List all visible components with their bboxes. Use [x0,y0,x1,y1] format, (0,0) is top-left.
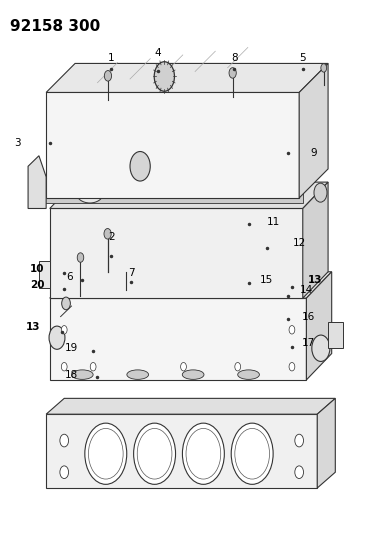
Text: 19: 19 [65,343,78,353]
Ellipse shape [182,370,204,379]
Polygon shape [50,298,306,380]
Circle shape [231,423,273,484]
Text: 13: 13 [308,274,323,285]
Circle shape [182,423,224,484]
Text: 7: 7 [128,268,134,278]
Polygon shape [46,398,335,414]
Polygon shape [317,398,335,488]
Text: 8: 8 [231,53,237,63]
Polygon shape [50,272,332,298]
Polygon shape [46,92,299,198]
Ellipse shape [261,164,288,184]
Circle shape [90,362,96,371]
Polygon shape [43,192,303,203]
Text: 15: 15 [260,274,273,285]
Polygon shape [50,182,328,208]
Circle shape [139,261,147,272]
Circle shape [289,326,295,334]
Circle shape [154,62,174,91]
Ellipse shape [138,176,165,197]
Polygon shape [306,272,332,380]
Ellipse shape [127,370,149,379]
Text: 13: 13 [26,322,41,332]
Circle shape [85,423,127,484]
Circle shape [235,362,241,371]
Text: 16: 16 [302,312,315,321]
Circle shape [60,434,69,447]
Circle shape [289,362,295,371]
Text: 17: 17 [302,338,315,348]
Polygon shape [303,182,328,298]
Polygon shape [50,208,303,298]
Circle shape [193,261,200,272]
Ellipse shape [199,170,226,190]
Text: 5: 5 [299,53,306,63]
Circle shape [314,183,327,202]
Circle shape [295,434,304,447]
Circle shape [247,261,254,272]
Circle shape [220,261,228,272]
Circle shape [134,423,175,484]
Text: 20: 20 [30,280,44,290]
Text: 2: 2 [108,232,115,243]
Text: 18: 18 [65,369,78,379]
Ellipse shape [238,370,259,379]
Circle shape [295,466,304,479]
Polygon shape [28,156,46,208]
Circle shape [274,261,281,272]
Text: 12: 12 [292,238,306,248]
Text: 10: 10 [30,264,44,274]
Circle shape [60,466,69,479]
Bar [328,322,342,348]
Text: 14: 14 [300,285,313,295]
Circle shape [104,229,111,239]
Polygon shape [46,414,317,488]
Text: 6: 6 [66,272,73,282]
Circle shape [312,335,330,361]
Polygon shape [39,261,50,288]
Circle shape [77,253,84,262]
Ellipse shape [72,370,93,379]
Text: 4: 4 [155,48,161,58]
Circle shape [104,70,112,81]
Ellipse shape [76,183,103,203]
Circle shape [86,261,93,272]
Text: 92158 300: 92158 300 [10,19,100,34]
Text: 9: 9 [310,148,317,158]
Circle shape [229,68,236,78]
Circle shape [321,64,327,72]
Circle shape [62,297,70,310]
Polygon shape [299,63,328,198]
Circle shape [49,326,65,349]
Circle shape [181,362,186,371]
Text: 3: 3 [14,138,21,148]
Circle shape [167,261,174,272]
Polygon shape [46,63,328,92]
Circle shape [61,326,67,334]
Circle shape [130,151,150,181]
Circle shape [113,261,120,272]
Text: 11: 11 [267,217,280,227]
Circle shape [61,362,67,371]
Text: 1: 1 [108,53,115,63]
